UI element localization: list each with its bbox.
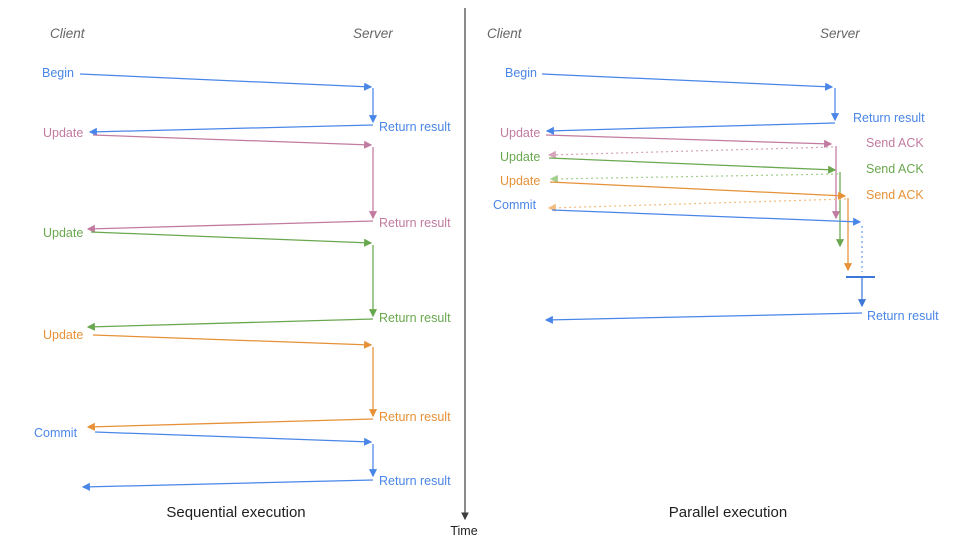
parallel-label-update-3: Update [500,174,540,188]
parallel-actor-client: Client [487,26,523,41]
sequential-line-update1-response [86,220,374,233]
sequential-label-return-result-2: Return result [379,216,451,230]
parallel-label-update-1: Update [500,126,540,140]
parallel-line-update2-request [548,157,837,174]
sequential-line-update1-request [92,134,373,149]
parallel-line-begin-response [545,122,836,135]
sequential-line-update3-response [86,418,374,431]
sequential-label-return-result-3: Return result [379,311,451,325]
parallel-line-update3-ack [547,198,847,212]
sequential-line-begin-response [88,124,374,136]
parallel-label-send-ack-2: Send ACK [866,162,924,176]
parallel-actor-server: Server [820,26,860,41]
sequential-label-return-result-4: Return result [379,410,451,424]
sequential-line-update2-request [90,231,373,247]
parallel-label-send-ack-1: Send ACK [866,136,924,150]
parallel-label-send-ack-3: Send ACK [866,188,924,202]
sequential-actor-client: Client [50,26,86,41]
parallel-label-return-result-2: Return result [867,309,939,323]
time-axis-label: Time [450,524,478,538]
parallel-line-update2-ack [549,173,839,183]
parallel-label-return-result-1: Return result [853,111,925,125]
sequential-label-commit: Commit [34,426,78,440]
sequential-label-begin: Begin [42,66,74,80]
sequential-line-begin-request [79,73,373,91]
sequential-actor-server: Server [353,26,393,41]
parallel-line-commit-request [551,209,862,226]
parallel-label-commit: Commit [493,198,537,212]
parallel-label-begin: Begin [505,66,537,80]
sequential-line-commit-request [94,431,373,446]
sequential-label-update-2: Update [43,226,83,240]
parallel-diagram: Client Server Begin Update Update Update Commi… [487,26,939,324]
parallel-line-update1-request [545,134,833,148]
parallel-line-begin-request [541,73,834,91]
parallel-line-update1-ack [547,146,834,159]
sequential-label-return-result-5: Return result [379,474,451,488]
parallel-execution-title: Parallel execution [668,504,788,521]
sequential-line-update3-request [92,334,373,349]
sequential-line-update2-response [86,318,374,331]
parallel-line-commit-response [544,312,863,324]
sequential-line-commit-response [81,479,374,491]
parallel-line-update3-request [549,181,847,200]
parallel-label-update-2: Update [500,150,540,164]
sequential-diagram: Client Server Begin Update Update Update Commi… [34,26,451,491]
sequential-label-update-3: Update [43,328,83,342]
sequential-label-return-result-1: Return result [379,120,451,134]
sequential-label-update-1: Update [43,126,83,140]
sequential-execution-title: Sequential execution [166,504,306,521]
